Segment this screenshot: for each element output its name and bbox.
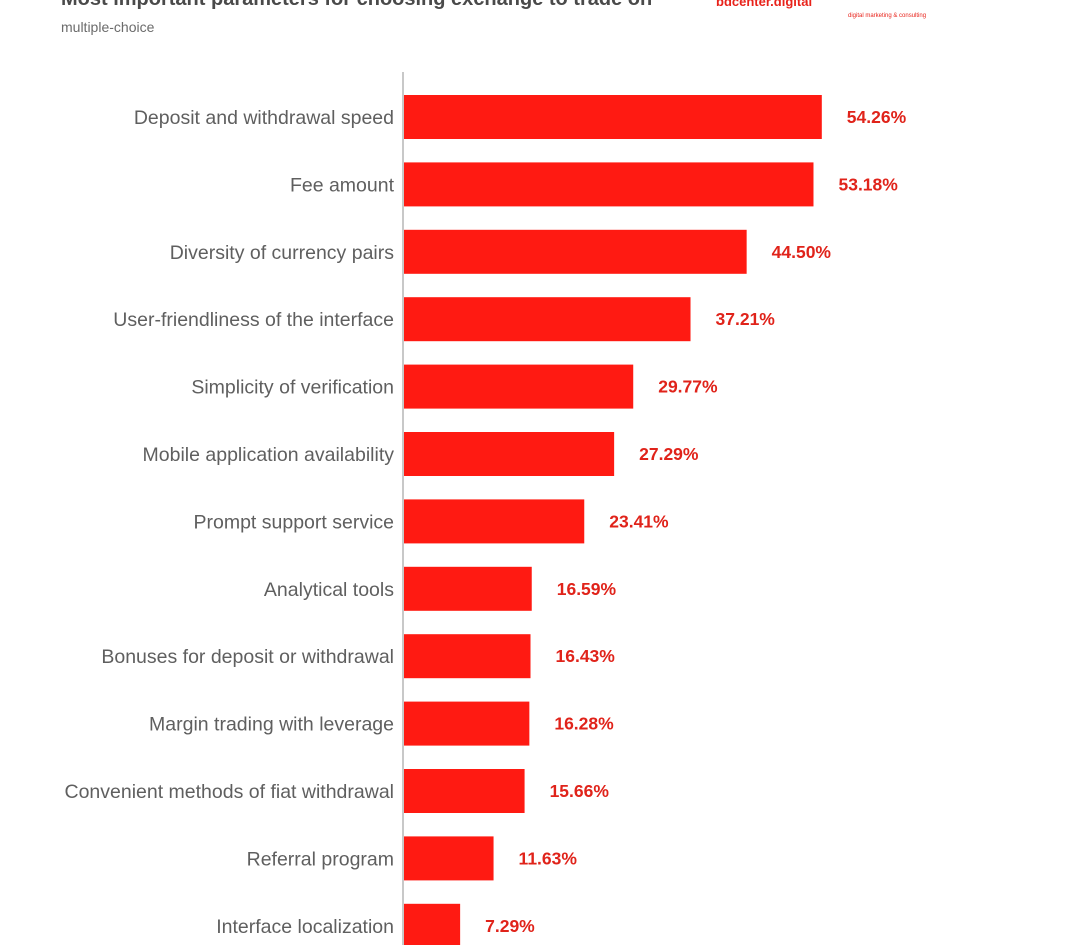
value-label: 11.63% xyxy=(519,848,578,868)
value-label: 37.21% xyxy=(716,309,776,329)
value-label: 53.18% xyxy=(838,174,898,194)
chart-subtitle: multiple-choice xyxy=(61,19,155,35)
category-label: Diversity of currency pairs xyxy=(170,242,395,264)
value-label: 16.28% xyxy=(554,714,614,734)
category-label: Fee amount xyxy=(290,174,395,196)
category-label: Bonuses for deposit or withdrawal xyxy=(101,646,394,668)
value-label: 29.77% xyxy=(658,377,718,397)
bar xyxy=(404,566,532,611)
category-label: Mobile application availability xyxy=(143,444,395,466)
value-label: 23.41% xyxy=(609,511,669,531)
bar xyxy=(404,701,530,746)
bdcenter-logo: digital marketing & consulting xyxy=(848,13,926,19)
value-label: 54.26% xyxy=(847,107,907,127)
bar xyxy=(404,432,615,476)
category-label: User-friendliness of the interface xyxy=(113,309,394,331)
value-label: 27.29% xyxy=(639,444,699,464)
bar xyxy=(404,903,461,945)
category-label: Interface localization xyxy=(216,916,394,938)
category-label: Convenient methods of fiat withdrawal xyxy=(64,781,394,803)
category-label: Analytical tools xyxy=(264,579,394,601)
svg-text:digital marketing & consulting: digital marketing & consulting xyxy=(848,13,926,19)
bar xyxy=(404,769,525,813)
bar xyxy=(404,836,494,881)
value-label: 7.29% xyxy=(485,916,535,936)
chart-title: Most important parameters for choosing e… xyxy=(61,0,652,11)
value-label: 16.43% xyxy=(556,646,616,666)
bar xyxy=(404,499,585,544)
value-label: 15.66% xyxy=(550,781,610,801)
bar xyxy=(404,162,814,207)
category-label: Margin trading with leverage xyxy=(149,714,394,736)
category-label: Referral program xyxy=(247,848,394,870)
category-label: Simplicity of verification xyxy=(191,377,394,399)
category-label: Prompt support service xyxy=(194,511,395,533)
brand-name: bdcenter.digital xyxy=(716,0,813,9)
value-label: 16.59% xyxy=(557,579,617,599)
bar xyxy=(404,95,822,139)
value-label: 44.50% xyxy=(772,242,832,262)
bar xyxy=(404,364,634,409)
bar xyxy=(404,634,531,679)
bar xyxy=(404,229,747,274)
bar xyxy=(404,297,691,342)
category-label: Deposit and withdrawal speed xyxy=(134,107,394,129)
